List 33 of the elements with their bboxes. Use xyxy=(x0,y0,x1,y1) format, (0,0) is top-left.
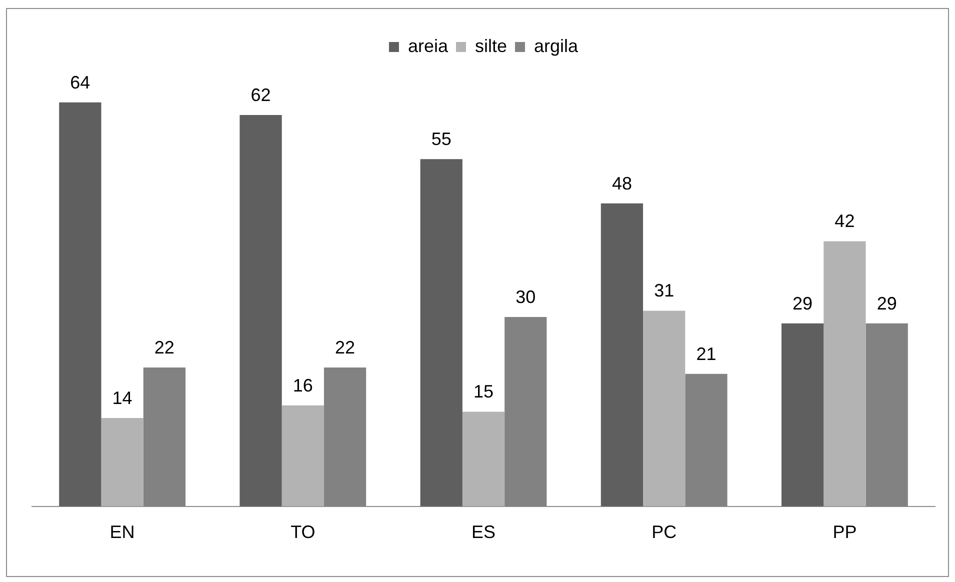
data-label: 14 xyxy=(112,388,132,408)
bar xyxy=(101,418,144,506)
data-label: 48 xyxy=(612,173,632,194)
data-label: 29 xyxy=(792,293,813,314)
bar xyxy=(781,323,824,506)
data-label: 42 xyxy=(834,211,855,232)
data-label: 16 xyxy=(292,375,313,396)
x-tick-label: PC xyxy=(652,522,677,542)
bar xyxy=(420,159,462,506)
x-tick-label: PP xyxy=(832,522,857,542)
data-label: 29 xyxy=(876,293,897,314)
legend-label: silte xyxy=(474,36,508,56)
bar xyxy=(824,241,866,506)
bar xyxy=(240,114,282,506)
data-label: 62 xyxy=(250,84,271,105)
data-label: 64 xyxy=(70,72,90,92)
x-tick-label: ES xyxy=(471,522,496,542)
data-label: 31 xyxy=(654,280,674,301)
legend-label: areia xyxy=(408,36,449,56)
bar xyxy=(462,412,505,506)
data-label: 55 xyxy=(431,129,452,150)
x-tick-label: EN xyxy=(110,522,135,542)
data-label: 15 xyxy=(473,382,494,402)
bar xyxy=(600,203,644,506)
data-label: 22 xyxy=(154,337,174,358)
bar xyxy=(282,405,324,506)
legend-label: argila xyxy=(534,36,580,56)
bar xyxy=(59,102,102,506)
data-label: 21 xyxy=(696,344,716,364)
bar xyxy=(643,310,686,506)
data-label: 30 xyxy=(516,286,536,307)
data-label: 22 xyxy=(335,337,356,358)
x-tick-label: TO xyxy=(290,522,316,542)
